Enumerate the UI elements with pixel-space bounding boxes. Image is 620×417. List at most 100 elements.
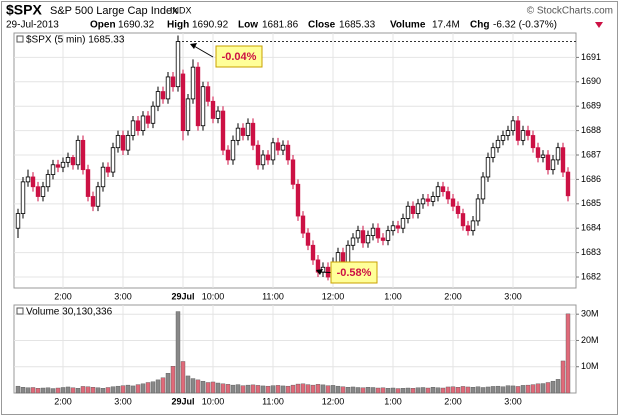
candle-body [260,154,266,166]
candle-body [560,147,566,173]
volume-bar [475,386,481,394]
candle-body [245,122,251,136]
volume-bar [165,373,171,394]
candle-body [475,198,481,222]
volume-bar [120,385,126,394]
volume-bar [540,383,546,394]
volume-bar [130,385,136,394]
candle-body [110,147,116,173]
x-tick-label: 12:00 [322,396,345,406]
candle-body [240,127,246,136]
candle-body [175,41,181,88]
y-tick-label: 10M [581,361,599,371]
x-tick-label: 29Jul [171,396,194,406]
candle-body [450,198,456,207]
legend: $SPX (5 min) 1685.33 [26,35,125,46]
candle-body [20,181,26,214]
annotation-box [215,45,263,68]
volume-bar [195,379,201,394]
volume-bar [340,386,346,394]
volume-bar [270,385,276,394]
y-tick-label: 1684 [581,223,601,233]
candle-body [145,115,151,124]
candle-body [425,198,431,202]
y-tick-label: 1687 [581,149,601,159]
annotation: -0.04% [222,51,257,63]
y-tick-label: 20M [581,335,599,345]
x-tick-label: 2:00 [54,396,72,406]
field-label: Open [90,20,116,31]
x-tick-label: 1:00 [384,396,402,406]
x-tick-label: 3:00 [504,291,522,301]
candle-body [170,76,176,88]
candle-body [435,186,441,197]
volume-bar [180,361,186,394]
volume-bar [30,387,36,394]
down-arrow [595,22,603,28]
candle-body [15,213,21,229]
volume-bar [380,387,386,394]
candle-body [400,218,406,229]
y-tick-label: 1689 [581,101,601,111]
volume-bar [255,385,261,394]
candle-body [545,154,551,171]
volume-bar [505,385,511,394]
volume-bar [70,387,76,394]
candle-body [415,203,421,214]
candle-body [420,198,426,205]
volume-bar [220,383,226,394]
volume-bar [405,387,411,394]
volume-bar [190,378,196,394]
y-tick-label: 1691 [581,52,601,62]
volume-bar [90,387,96,394]
candle-body [120,135,126,151]
x-tick-label: 3:00 [504,396,522,406]
volume-bar [225,384,231,394]
candle-body [270,142,276,161]
candle-body [135,120,141,132]
volume-bar [45,387,51,394]
candle-body [555,147,561,161]
candle-body [550,159,556,171]
x-tick-label: 2:00 [54,291,72,301]
volume-bar [480,387,486,394]
candle-body [515,120,521,141]
candle-body [490,147,496,158]
candle-body [395,225,401,229]
candle-body [30,176,36,188]
candle-body [485,157,491,178]
volume-bar [430,387,436,394]
volume-bar [160,377,166,394]
panel [13,304,577,394]
field-label: Volume [390,20,426,31]
volume-bar [560,360,566,394]
volume-bar [565,313,571,394]
field-value: 1690.32 [118,20,155,31]
candle-body [365,235,371,244]
volume-bar [155,379,161,394]
volume-bar [325,385,331,394]
candle-body [230,139,236,161]
candle-body [210,100,216,119]
candle-body [75,139,81,166]
candle-body [505,130,511,136]
volume-bar [490,386,496,394]
volume-bar [305,384,311,394]
exchange: INDX [170,5,192,15]
volume-bar [440,387,446,394]
candle-body [140,115,146,132]
volume-bar [455,387,461,394]
field-value: 17.4M [432,20,460,31]
volume-bar [170,366,176,394]
volume-bar [250,384,256,394]
candle-body [235,127,241,141]
volume-bar [350,386,356,394]
candle-body [465,225,471,232]
candle-body [155,91,161,107]
field-value: 1685.33 [339,20,376,31]
volume-bar [465,386,471,394]
candle-body [130,120,136,136]
x-tick-label: 11:00 [262,291,284,301]
volume-bar [65,386,71,394]
volume-bar [105,387,111,394]
